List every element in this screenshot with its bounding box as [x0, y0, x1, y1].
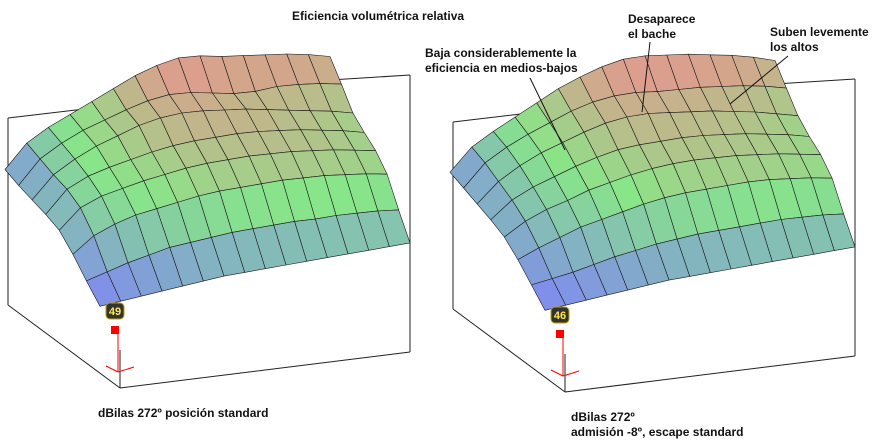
cursor-point — [111, 326, 119, 334]
cursor-foot-y — [105, 365, 119, 373]
annotation-line: Baja considerablemente la — [425, 46, 577, 60]
surface-chart-left: 49 — [4, 53, 411, 389]
bounding-box-edge — [7, 304, 121, 389]
annotation-line: los altos — [770, 40, 819, 54]
chart-title: Eficiencia volumétrica relativa — [292, 9, 465, 23]
bounding-box-edge — [564, 355, 856, 393]
cursor-value: 46 — [554, 310, 566, 322]
caption-line: dBilas 272º — [571, 410, 635, 424]
annotation-line: Suben levemente — [770, 25, 869, 39]
cursor-badge — [105, 302, 125, 320]
caption-right: dBilas 272º admisión -8º, escape standar… — [571, 410, 743, 440]
cursor-foot-x — [562, 370, 580, 377]
cursor-foot-y — [550, 369, 564, 377]
annotation-leader-line — [729, 55, 789, 105]
annotation-bache: Desaparece el bache — [628, 12, 695, 42]
annotation-line: Desaparece — [628, 12, 696, 26]
annotation-line: eficiencia en medios-bajos — [425, 61, 578, 75]
surface-mesh — [4, 53, 411, 307]
cursor-point — [556, 330, 564, 338]
caption-line: admisión -8º, escape standard — [571, 425, 744, 439]
cursor-foot-x — [117, 366, 135, 373]
caption-line: dBilas 272º posición standard — [98, 406, 269, 420]
annotation-line: el bache — [628, 27, 677, 41]
annotation-medios-bajos: Baja considerablemente la eficiencia en … — [425, 46, 578, 76]
cursor-marker: 46 — [550, 306, 580, 377]
bounding-box-edge — [329, 74, 411, 81]
bounding-box-edge — [774, 78, 856, 85]
caption-left: dBilas 272º posición standard — [98, 406, 268, 421]
bounding-box-edge — [119, 351, 411, 389]
cursor-value: 49 — [109, 306, 121, 318]
annotation-leaders — [529, 41, 789, 151]
bounding-box-edge — [452, 308, 566, 393]
annotation-leader-line — [529, 77, 566, 151]
surface-mesh — [449, 53, 856, 311]
cursor-badge — [550, 306, 570, 324]
annotation-leader-line — [641, 41, 651, 113]
surface-chart-right: 46 — [449, 53, 856, 393]
cursor-marker: 49 — [105, 302, 135, 373]
annotation-altos: Suben levemente los altos — [770, 25, 869, 55]
